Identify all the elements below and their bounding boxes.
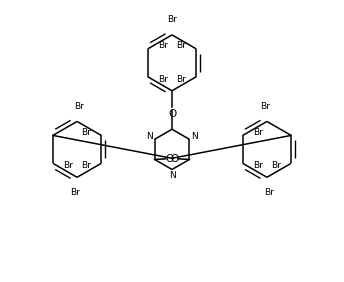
Text: Br: Br xyxy=(159,41,168,50)
Text: Br: Br xyxy=(271,161,280,170)
Text: Br: Br xyxy=(81,161,90,170)
Text: Br: Br xyxy=(254,128,263,137)
Text: Br: Br xyxy=(167,15,177,24)
Text: N: N xyxy=(169,171,175,180)
Text: Br: Br xyxy=(264,188,274,197)
Text: Br: Br xyxy=(64,161,73,170)
Text: Br: Br xyxy=(176,76,185,85)
Text: Br: Br xyxy=(254,161,263,170)
Text: O: O xyxy=(168,109,176,119)
Text: Br: Br xyxy=(260,102,270,111)
Text: O: O xyxy=(171,154,179,164)
Text: N: N xyxy=(191,132,197,141)
Text: Br: Br xyxy=(159,76,168,85)
Text: N: N xyxy=(147,132,153,141)
Text: O: O xyxy=(165,154,173,164)
Text: Br: Br xyxy=(70,188,80,197)
Text: Br: Br xyxy=(176,41,185,50)
Text: Br: Br xyxy=(81,128,90,137)
Text: Br: Br xyxy=(74,102,84,111)
